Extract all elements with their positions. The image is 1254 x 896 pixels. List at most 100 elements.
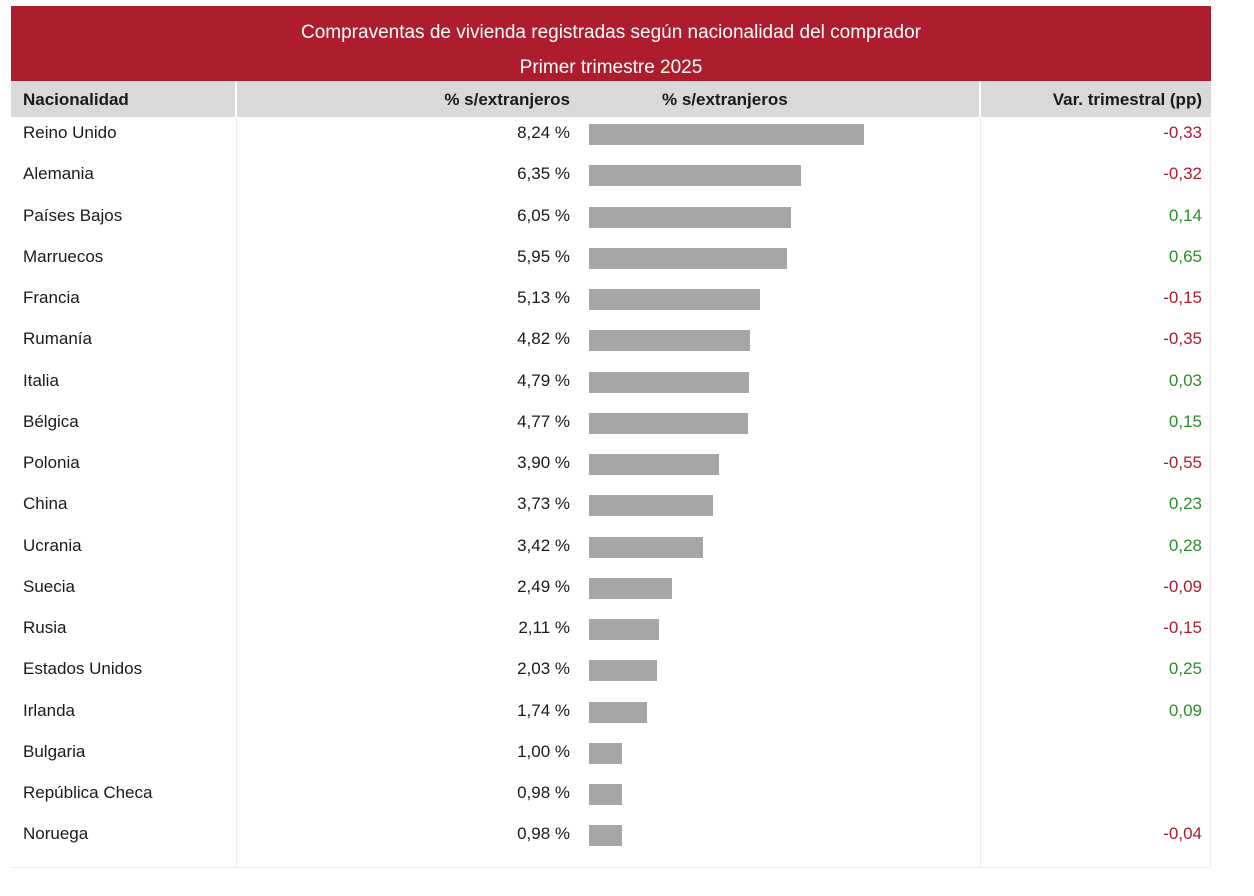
nationality-label: Bulgaria [23, 741, 86, 761]
bar [589, 247, 788, 269]
bar [589, 577, 672, 599]
table-row: Italia 4,79 % 0,03 [11, 363, 1211, 404]
value-label: 3,73 % [517, 494, 570, 514]
variation-value: -0,32 [1163, 164, 1202, 184]
table-row: Rumanía 4,82 % -0,35 [11, 321, 1211, 362]
variation-value: -0,33 [1163, 123, 1202, 142]
nationality-label: Suecia [23, 576, 75, 596]
value-label: 2,49 % [517, 576, 570, 596]
variation-value: -0,15 [1163, 288, 1202, 307]
table-header: Nacionalidad % s/extranjeros % s/extranj… [11, 81, 1211, 117]
table-row: China 3,73 % 0,23 [11, 486, 1211, 527]
nationality-label: República Checa [23, 783, 153, 802]
nationality-label: Reino Unido [23, 123, 117, 142]
variation-value: -0,09 [1163, 576, 1202, 596]
table-frame [11, 6, 1211, 868]
bar [589, 536, 703, 558]
variation-value: -0,35 [1163, 329, 1202, 349]
nationality-label: Estados Unidos [23, 659, 143, 679]
header-bar: % s/extranjeros [662, 90, 788, 109]
nationality-label: Marruecos [23, 246, 104, 266]
value-label: 1,00 % [517, 741, 570, 761]
bar [589, 124, 864, 145]
nationality-label: Países Bajos [23, 205, 123, 225]
column-divider [236, 117, 237, 868]
bar [589, 619, 660, 640]
nationality-label: Irlanda [23, 700, 75, 720]
value-label: 4,79 % [517, 370, 570, 390]
nationality-label: China [23, 494, 68, 514]
value-label: 8,24 % [517, 123, 570, 142]
header-nationality: Nacionalidad [23, 90, 129, 109]
bar [589, 206, 791, 228]
nationality-label: Bélgica [23, 411, 79, 431]
nationality-label: Alemania [23, 164, 94, 184]
variation-value: -0,55 [1163, 453, 1202, 472]
bar [589, 784, 622, 805]
chart-title: Compraventas de vivienda registradas seg… [301, 22, 921, 43]
bar [589, 742, 623, 764]
table-row: Suecia 2,49 % -0,09 [11, 569, 1211, 610]
column-divider [980, 117, 981, 868]
value-label: 1,74 % [517, 700, 570, 720]
table-row: Bulgaria 1,00 % [11, 734, 1211, 775]
nationality-label: Rumanía [23, 329, 92, 349]
nationality-label: Noruega [23, 824, 89, 844]
variation-value: 0,28 [1168, 535, 1202, 555]
variation-value: 0,09 [1168, 700, 1202, 720]
value-label: 4,77 % [517, 411, 570, 431]
nationality-label: Rusia [23, 618, 67, 637]
bar [589, 660, 657, 682]
header-pct: % s/extranjeros [444, 90, 570, 109]
table-row: Ucrania 3,42 % 0,28 [11, 528, 1211, 569]
variation-value: 0,23 [1168, 494, 1202, 514]
nationality-label: Francia [23, 288, 80, 307]
bar [589, 330, 750, 352]
table-row: Noruega 0,98 % -0,04 [11, 816, 1211, 857]
table-row: Estados Unidos 2,03 % 0,25 [11, 651, 1211, 692]
bar [589, 371, 749, 393]
table-row: Alemania 6,35 % -0,32 [11, 156, 1211, 197]
title-band: Compraventas de vivienda registradas seg… [11, 6, 1211, 81]
variation-value: 0,14 [1168, 205, 1202, 225]
table-row: Francia 5,13 % -0,15 [11, 280, 1211, 321]
nationality-label: Polonia [23, 453, 80, 472]
table-row: Bélgica 4,77 % 0,15 [11, 404, 1211, 445]
table-row: Marruecos 5,95 % 0,65 [11, 239, 1211, 280]
variation-value: -0,04 [1163, 824, 1202, 844]
variation-value: 0,15 [1168, 411, 1202, 431]
variation-value: 0,03 [1168, 370, 1202, 390]
value-label: 2,03 % [517, 659, 570, 679]
bar [589, 825, 622, 847]
bar [589, 289, 760, 310]
table-row: República Checa 0,98 % [11, 775, 1211, 816]
value-label: 6,05 % [517, 205, 570, 225]
value-label: 6,35 % [517, 164, 570, 184]
variation-value: 0,25 [1168, 659, 1202, 679]
table-row: Reino Unido 8,24 % -0,33 [11, 115, 1211, 156]
chart-subtitle: Primer trimestre 2025 [519, 57, 703, 78]
nationality-label: Italia [23, 370, 59, 390]
table-row: Países Bajos 6,05 % 0,14 [11, 198, 1211, 239]
variation-value: 0,65 [1168, 246, 1202, 266]
bar [589, 165, 801, 187]
value-label: 4,82 % [517, 329, 570, 349]
header-var: Var. trimestral (pp) [1052, 90, 1202, 109]
table-row: Irlanda 1,74 % 0,09 [11, 693, 1211, 734]
variation-value: -0,15 [1163, 618, 1202, 637]
table-row: Polonia 3,90 % -0,55 [11, 445, 1211, 486]
value-label: 0,98 % [517, 824, 570, 844]
value-label: 3,42 % [517, 535, 570, 555]
bar [589, 495, 714, 517]
value-label: 2,11 % [518, 618, 570, 637]
nationality-label: Ucrania [23, 535, 82, 555]
bar [589, 454, 719, 475]
header-separator [235, 81, 237, 117]
value-label: 0,98 % [517, 783, 570, 802]
table-row: Rusia 2,11 % -0,15 [11, 610, 1211, 651]
value-label: 5,95 % [517, 246, 570, 266]
value-label: 5,13 % [517, 288, 570, 307]
bar [589, 701, 647, 723]
value-label: 3,90 % [517, 453, 570, 472]
header-separator [979, 81, 981, 117]
